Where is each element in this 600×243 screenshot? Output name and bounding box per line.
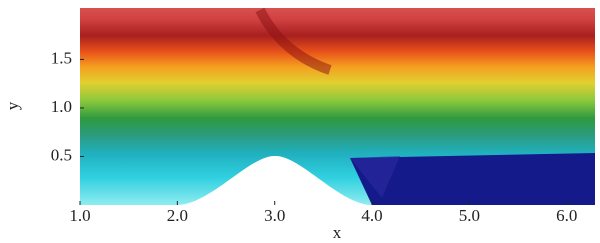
shear-layer — [350, 156, 400, 198]
y-tick-label: 1.5 — [51, 48, 72, 67]
y-tick-label: 1.0 — [51, 97, 72, 116]
x-tick-label: 3.0 — [264, 206, 285, 225]
bump — [177, 155, 372, 205]
x-tick-label: 2.0 — [167, 206, 188, 225]
x-tick-label: 4.0 — [361, 206, 382, 225]
recirculation-region — [350, 153, 595, 205]
shock — [255, 7, 332, 75]
x-tick-label: 1.0 — [69, 206, 90, 225]
plot-area — [80, 7, 595, 205]
y-axis-label: y — [3, 101, 22, 110]
x-axis-label: x — [333, 223, 342, 242]
x-tick-label: 5.0 — [459, 206, 480, 225]
x-tick-label: 6.0 — [556, 206, 577, 225]
y-tick-label: 0.5 — [51, 145, 72, 164]
